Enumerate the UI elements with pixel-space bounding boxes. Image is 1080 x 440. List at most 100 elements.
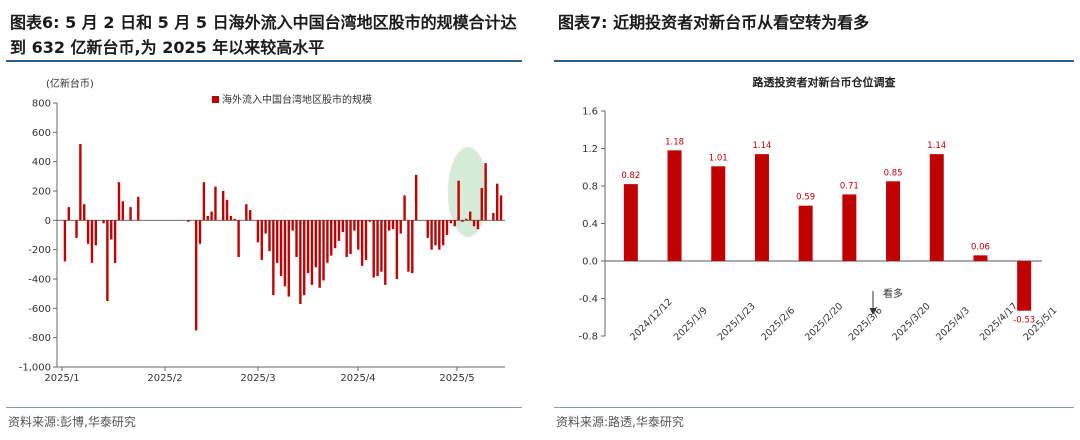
y-tick-label: 1.2 — [582, 144, 598, 155]
x-tick-label: 2025/3/6 — [847, 305, 885, 343]
right-source: 资料来源:路透,华泰研究 — [556, 415, 684, 429]
y-tick-label: -600 — [28, 304, 51, 315]
bar — [484, 163, 487, 221]
annotation-arrow-head — [869, 308, 877, 315]
bar — [276, 220, 279, 263]
bar — [411, 220, 414, 274]
bar — [337, 220, 341, 241]
bar — [322, 220, 325, 281]
bar — [326, 220, 329, 263]
bar — [364, 220, 368, 260]
bar — [279, 220, 283, 277]
bar — [90, 220, 94, 263]
y-tick-label: -1,000 — [19, 363, 51, 374]
bar — [198, 220, 202, 244]
bar — [206, 215, 209, 221]
bar — [349, 220, 352, 255]
bar — [1017, 261, 1032, 311]
left-title-line1: 图表6: 5 月 2 日和 5 月 5 日海外流入中国台湾地区股市的规模合计达 — [10, 13, 517, 32]
bar — [256, 220, 260, 243]
bar — [376, 220, 379, 277]
bar — [368, 220, 372, 222]
bar — [121, 201, 125, 221]
bar — [79, 144, 82, 221]
y-unit-label: (亿新台币) — [46, 77, 94, 90]
data-label: 0.59 — [796, 193, 815, 203]
bar — [260, 220, 263, 260]
bar — [310, 220, 314, 285]
legend-swatch — [212, 96, 219, 103]
left-panel-title: 图表6: 5 月 2 日和 5 月 5 日海外流入中国台湾地区股市的规模合计达 … — [10, 10, 520, 60]
bar — [245, 204, 248, 221]
bar — [283, 220, 287, 287]
bar — [303, 220, 306, 296]
right-panel: 图表7: 近期投资者对新台币从看空转为看多 路透投资者对新台币仓位调查 1.6 1… — [548, 0, 1080, 440]
bar — [113, 220, 117, 263]
y-tick-label: 400 — [32, 157, 51, 168]
bar — [357, 220, 360, 250]
x-tick-label: 2025/3/20 — [890, 301, 932, 343]
x-tick-label: 2025/3 — [240, 373, 275, 384]
bar — [798, 205, 813, 261]
bar — [225, 199, 229, 221]
bar — [384, 220, 387, 285]
bar — [187, 220, 190, 222]
right-source-rule — [554, 407, 1074, 408]
x-tick-label: 2025/1/23 — [716, 301, 758, 343]
bar — [496, 183, 499, 221]
data-label: 0.82 — [621, 171, 640, 181]
right-panel-title: 图表7: 近期投资者对新台币从看空转为看多 — [558, 10, 1068, 35]
x-tick-label: 2025/2/6 — [759, 305, 797, 343]
bar — [295, 220, 298, 257]
bar — [472, 220, 476, 227]
bar — [623, 184, 638, 261]
bar — [407, 220, 410, 272]
y-tick-label: -0.4 — [578, 294, 598, 305]
bar — [106, 220, 109, 301]
bar — [67, 207, 70, 221]
x-tick-label: 2025/5 — [439, 373, 474, 384]
bar — [117, 182, 121, 221]
bar — [667, 150, 682, 261]
y-tick-label: 1.6 — [582, 107, 598, 118]
bar — [403, 195, 406, 221]
bar — [110, 220, 113, 240]
x-tick-label: 2025/1/9 — [672, 305, 710, 343]
y-tick-label: 0 — [45, 216, 51, 227]
bar — [445, 220, 449, 235]
bar — [395, 220, 399, 279]
bar — [94, 220, 98, 246]
y-tick-label: 200 — [32, 187, 51, 198]
bar — [330, 220, 333, 256]
bar — [272, 220, 275, 296]
bar — [480, 188, 483, 221]
x-tick-label: 2025/4 — [340, 373, 375, 384]
right-title-line1: 图表7: 近期投资者对新台币从看空转为看多 — [558, 13, 870, 32]
bar — [360, 220, 364, 266]
bar — [461, 220, 464, 222]
data-label: -0.53 — [1013, 316, 1035, 326]
data-label: 1.01 — [709, 153, 728, 163]
x-tick-label: 2025/1 — [44, 373, 79, 384]
bar — [973, 255, 988, 261]
bar — [264, 220, 267, 234]
x-tick-label: 2025/2/20 — [803, 301, 845, 343]
bar — [233, 218, 236, 221]
bar — [291, 220, 294, 231]
bar — [468, 211, 472, 221]
bar — [102, 220, 105, 224]
bar — [353, 220, 356, 231]
bar — [430, 220, 433, 250]
bar — [465, 218, 468, 221]
bar — [137, 196, 140, 221]
bar — [476, 220, 480, 230]
left-title-rule — [6, 60, 522, 62]
bar — [221, 191, 225, 221]
bar — [248, 210, 252, 221]
bar — [387, 220, 391, 231]
bar — [438, 220, 441, 250]
bar — [63, 220, 67, 262]
y-tick-label: 0.4 — [582, 219, 598, 230]
bar — [372, 220, 375, 278]
bar — [287, 220, 290, 297]
